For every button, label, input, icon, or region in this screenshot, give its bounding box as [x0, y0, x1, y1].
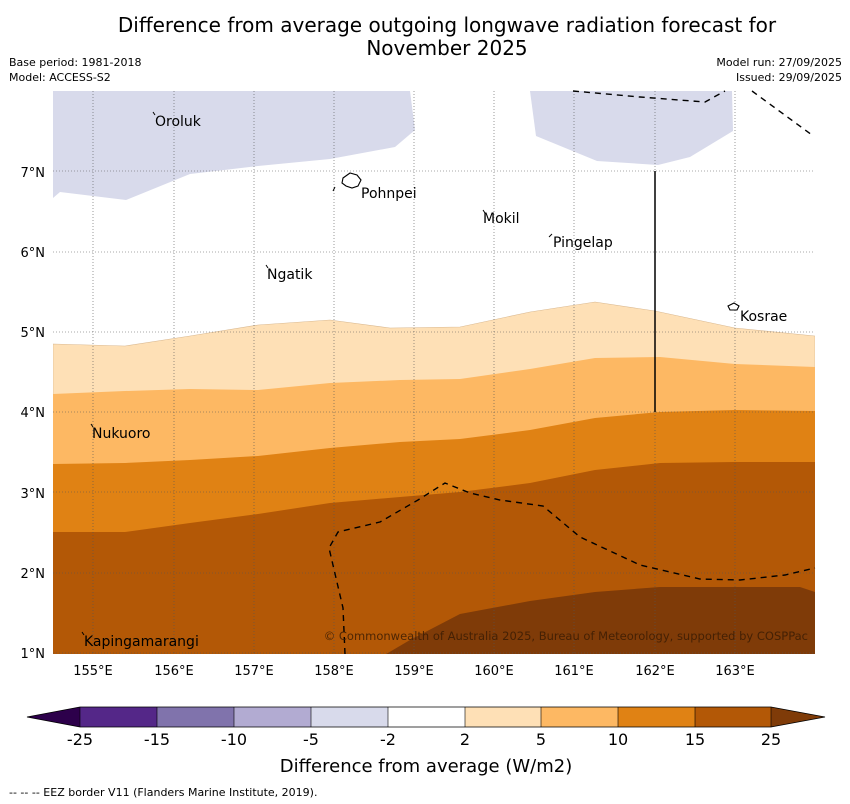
colorbar-tick: -10 [221, 730, 247, 749]
colorbar-tick: 15 [685, 730, 705, 749]
lat-label: 7°N [21, 166, 46, 181]
band-minus-5-to-minus-2-west [53, 91, 415, 200]
pohnpei-reef [332, 186, 336, 192]
colorbar-segment [388, 707, 465, 727]
eez-borders [328, 90, 816, 655]
lon-label: 156°E [154, 664, 194, 679]
colorbar-tick: -15 [144, 730, 170, 749]
lon-label: 162°E [635, 664, 675, 679]
label-pohnpei: Pohnpei [361, 186, 417, 202]
lat-label: 6°N [21, 246, 46, 261]
longitude-labels: 155°E 156°E 157°E 158°E 159°E 160°E 161°… [73, 664, 755, 679]
title-line-2: November 2025 [366, 36, 528, 60]
lon-label: 159°E [394, 664, 434, 679]
lat-label: 4°N [21, 406, 46, 421]
colorbar-tick: -2 [380, 730, 396, 749]
base-period: Base period: 1981-2018 [9, 56, 142, 69]
label-nukuoro: Nukuoro [92, 426, 150, 442]
band-minus-5-to-minus-2-east [530, 91, 733, 165]
lat-label: 1°N [21, 647, 46, 662]
island-ticks [81, 111, 553, 636]
colorbar-tick: -25 [67, 730, 93, 749]
meta-right: Model run: 27/09/2025 Issued: 29/09/2025 [716, 55, 842, 85]
lon-label: 161°E [554, 664, 594, 679]
issued-date: Issued: 29/09/2025 [735, 71, 842, 84]
map-area [53, 91, 815, 654]
label-kapingamarangi: Kapingamarangi [84, 634, 199, 650]
colorbar-segment [465, 707, 541, 727]
label-mokil: Mokil [483, 211, 520, 227]
colorbar-segment [234, 707, 311, 727]
colorbar-label: Difference from average (W/m2) [280, 756, 572, 777]
lon-label: 157°E [234, 664, 274, 679]
label-pingelap: Pingelap [553, 235, 613, 251]
colorbar-dividers [79, 707, 772, 727]
label-ngatik: Ngatik [267, 267, 313, 283]
colorbar-segment [618, 707, 695, 727]
colorbar: -25 -15 -10 -5 -2 2 5 10 15 25 Differenc… [26, 706, 826, 777]
lon-label: 163°E [715, 664, 755, 679]
colorbar-tick: -5 [303, 730, 319, 749]
lat-label: 5°N [21, 326, 46, 341]
colorbar-segment [311, 707, 388, 727]
lon-label: 160°E [474, 664, 514, 679]
lat-label: 2°N [21, 567, 46, 582]
footer-note: -- -- -- EEZ border V11 (Flanders Marine… [9, 786, 318, 799]
colorbar-segment [695, 707, 771, 727]
label-oroluk: Oroluk [155, 114, 202, 130]
chart-title: Difference from average outgoing longwav… [0, 14, 850, 60]
pohnpei-island [341, 172, 362, 189]
colorbar-tick: 5 [536, 730, 546, 749]
lat-label: 3°N [21, 487, 46, 502]
colorbar-segment [541, 707, 618, 727]
colorbar-right-extend [771, 707, 825, 727]
latitude-labels: 7°N 6°N 5°N 4°N 3°N 2°N 1°N [21, 166, 46, 662]
colorbar-tick: 10 [608, 730, 628, 749]
meta-left: Base period: 1981-2018 Model: ACCESS-S2 [9, 55, 141, 85]
label-kosrae: Kosrae [740, 309, 787, 325]
lon-label: 158°E [314, 664, 354, 679]
model-run: Model run: 27/09/2025 [716, 56, 842, 69]
colorbar-tick: 25 [761, 730, 781, 749]
colorbar-left-extend [27, 707, 80, 727]
colorbar-tick: 2 [460, 730, 470, 749]
title-line-1: Difference from average outgoing longwav… [117, 13, 777, 37]
colorbar-segment [157, 707, 234, 727]
kosrae-island [727, 302, 740, 311]
colorbar-segment [80, 707, 157, 727]
copyright-notice: © Commonwealth of Australia 2025, Bureau… [324, 629, 808, 643]
model-name: Model: ACCESS-S2 [9, 71, 111, 84]
colorbar-tick-labels: -25 -15 -10 -5 -2 2 5 10 15 25 [67, 730, 781, 749]
lon-label: 155°E [73, 664, 113, 679]
band-above-25 [386, 587, 815, 654]
